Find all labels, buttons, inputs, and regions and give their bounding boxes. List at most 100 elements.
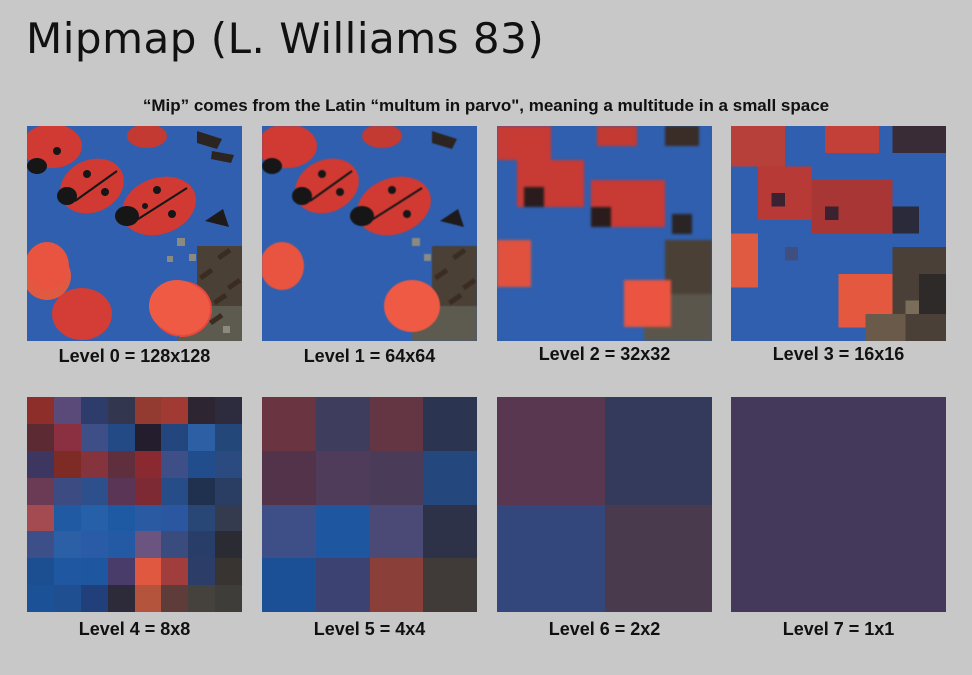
pixel-cell bbox=[161, 504, 189, 532]
pixel-cell bbox=[80, 450, 108, 478]
pixel-cell bbox=[80, 558, 108, 586]
pixel-cell bbox=[53, 558, 81, 586]
pixel-cell bbox=[27, 477, 54, 505]
pixel-cell bbox=[80, 531, 108, 559]
pixel-cell bbox=[215, 423, 242, 451]
pixel-cell bbox=[423, 558, 477, 612]
slide-subtitle: “Mip” comes from the Latin “multum in pa… bbox=[142, 96, 830, 115]
pixel-cell bbox=[423, 504, 477, 559]
ladybug-scene-level-1 bbox=[262, 126, 477, 341]
pixel-cell bbox=[107, 558, 135, 586]
ladybug-scene-level-3 bbox=[731, 126, 946, 341]
ladybug-scene-level-2 bbox=[497, 126, 712, 341]
pixel-cell bbox=[27, 585, 54, 612]
pixel-cell bbox=[315, 504, 370, 559]
pixel-cell bbox=[215, 504, 242, 532]
mipmap-level-1-image bbox=[262, 126, 477, 341]
pixel-cell bbox=[188, 423, 216, 451]
pixel-cell bbox=[107, 477, 135, 505]
pixel-cell bbox=[369, 397, 424, 451]
pixel-cell bbox=[53, 504, 81, 532]
pixel-cell bbox=[80, 477, 108, 505]
pixel-cell bbox=[315, 450, 370, 505]
pixel-cell bbox=[27, 531, 54, 559]
pixel-cell bbox=[80, 504, 108, 532]
pixel-cell bbox=[134, 450, 162, 478]
pixel-cell bbox=[27, 423, 54, 451]
pixel-cell bbox=[53, 531, 81, 559]
pixel-cell bbox=[188, 450, 216, 478]
pixel-cell bbox=[80, 423, 108, 451]
pixel-cell bbox=[134, 504, 162, 532]
mipmap-level-6-image bbox=[497, 397, 712, 612]
pixel-cell bbox=[604, 504, 712, 612]
pixel-cell bbox=[188, 558, 216, 586]
pixel-cell bbox=[107, 397, 135, 424]
pixel-cell bbox=[369, 504, 424, 559]
pixel-grid-4x4 bbox=[262, 397, 477, 612]
pixel-cell bbox=[134, 423, 162, 451]
pixel-cell bbox=[215, 558, 242, 586]
pixel-cell bbox=[315, 558, 370, 612]
pixel-cell bbox=[188, 397, 216, 424]
pixel-cell bbox=[53, 585, 81, 612]
pixel-cell bbox=[134, 477, 162, 505]
pixel-cell bbox=[188, 504, 216, 532]
pixel-cell bbox=[215, 585, 242, 612]
pixel-cell bbox=[369, 558, 424, 612]
pixel-cell bbox=[161, 450, 189, 478]
mipmap-level-0-image bbox=[27, 126, 242, 341]
level-5-caption: Level 5 = 4x4 bbox=[313, 619, 426, 639]
pixel-cell bbox=[215, 531, 242, 559]
pixel-cell bbox=[215, 397, 242, 424]
pixel-cell bbox=[80, 397, 108, 424]
level-7-caption: Level 7 = 1x1 bbox=[782, 619, 895, 639]
level-6-caption: Level 6 = 2x2 bbox=[548, 619, 661, 639]
slide-title: Mipmap (L. Williams 83) bbox=[26, 14, 545, 63]
level-3-caption: Level 3 = 16x16 bbox=[772, 344, 905, 364]
level-0-caption: Level 0 = 128x128 bbox=[58, 346, 211, 366]
ladybug-scene-level-0 bbox=[27, 126, 242, 341]
pixel-cell bbox=[53, 397, 81, 424]
pixel-cell bbox=[27, 558, 54, 586]
pixel-grid-2x2 bbox=[497, 397, 712, 612]
pixel-cell bbox=[80, 585, 108, 612]
level-2-caption: Level 2 = 32x32 bbox=[538, 344, 671, 364]
pixel-cell bbox=[134, 558, 162, 586]
pixel-cell bbox=[161, 477, 189, 505]
pixel-cell bbox=[107, 585, 135, 612]
level-1-caption: Level 1 = 64x64 bbox=[303, 346, 436, 366]
pixel-grid-8x8 bbox=[27, 397, 242, 612]
pixel-cell bbox=[161, 423, 189, 451]
pixel-cell bbox=[27, 397, 54, 424]
pixel-cell bbox=[315, 397, 370, 451]
pixel-cell bbox=[262, 558, 316, 612]
pixel-cell bbox=[107, 531, 135, 559]
pixel-cell bbox=[262, 450, 316, 505]
pixel-cell bbox=[188, 477, 216, 505]
pixel-cell bbox=[188, 531, 216, 559]
pixel-cell bbox=[188, 585, 216, 612]
pixel-cell bbox=[107, 450, 135, 478]
pixel-cell bbox=[423, 450, 477, 505]
pixel-cell bbox=[53, 450, 81, 478]
pixel-cell bbox=[53, 477, 81, 505]
pixel-cell bbox=[134, 585, 162, 612]
pixel-cell bbox=[107, 423, 135, 451]
pixel-cell bbox=[497, 397, 605, 505]
pixel-cell bbox=[53, 423, 81, 451]
pixel-cell bbox=[161, 558, 189, 586]
pixel-cell bbox=[604, 397, 712, 505]
pixel-cell bbox=[262, 397, 316, 451]
pixel-cell bbox=[161, 585, 189, 612]
pixel-cell bbox=[27, 450, 54, 478]
pixel-cell bbox=[423, 397, 477, 451]
pixel-cell bbox=[27, 504, 54, 532]
pixel-cell bbox=[134, 397, 162, 424]
mipmap-level-2-image bbox=[497, 126, 712, 341]
mipmap-level-3-image bbox=[731, 126, 946, 341]
pixel-cell bbox=[107, 504, 135, 532]
pixel-cell bbox=[215, 450, 242, 478]
pixel-cell bbox=[369, 450, 424, 505]
mipmap-level-4-image bbox=[27, 397, 242, 612]
